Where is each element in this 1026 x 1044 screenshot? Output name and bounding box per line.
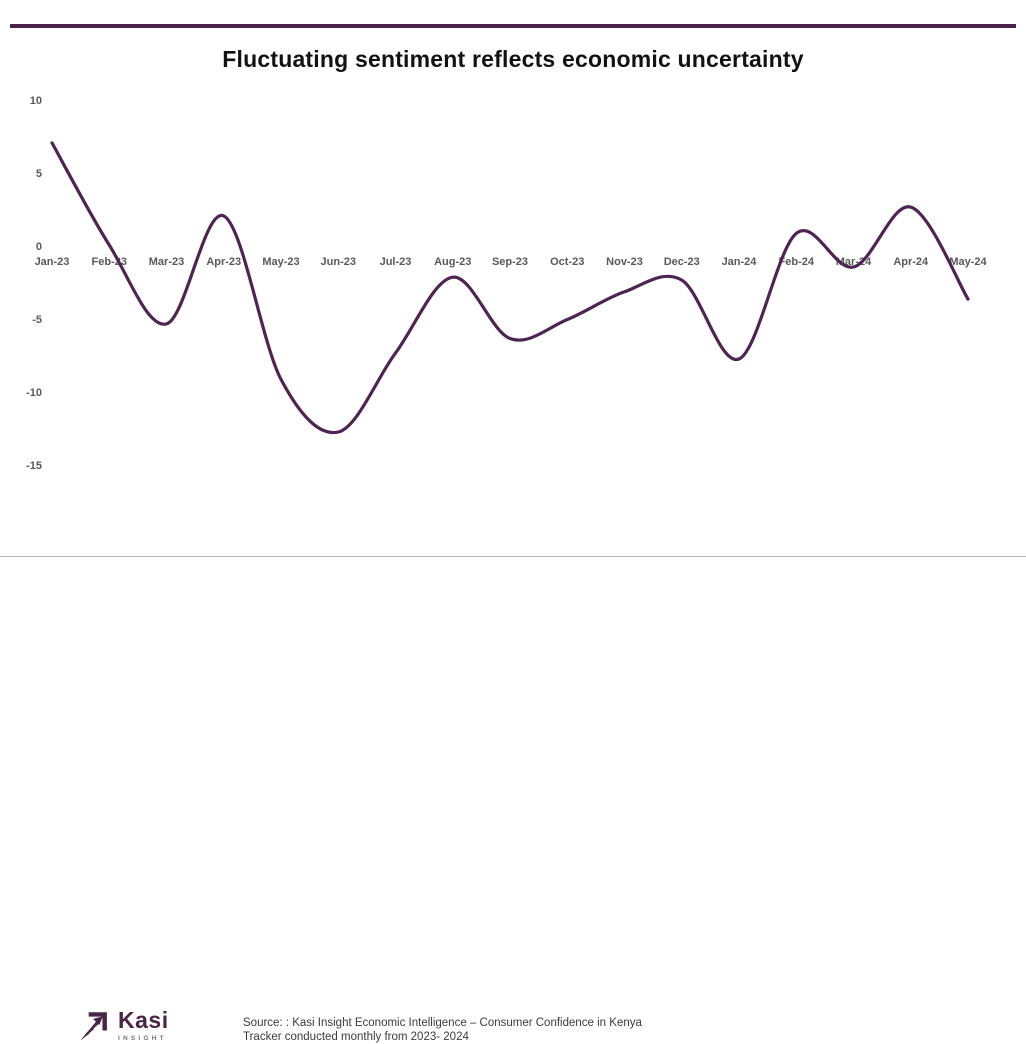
source-note-line1: Source: : Kasi Insight Economic Intellig… xyxy=(243,1017,642,1031)
x-axis-tick: Jan-23 xyxy=(23,256,81,268)
page-title: Fluctuating sentiment reflects economic … xyxy=(0,46,1026,73)
x-axis-tick: Apr-23 xyxy=(195,256,253,268)
x-axis-tick: Oct-23 xyxy=(538,256,596,268)
brand-text: Kasi INSIGHT xyxy=(118,1008,169,1042)
x-axis-tick: Feb-23 xyxy=(80,256,138,268)
y-axis-tick: 5 xyxy=(12,168,42,180)
x-axis-tick: Nov-23 xyxy=(596,256,654,268)
source-note: Source: : Kasi Insight Economic Intellig… xyxy=(243,1017,642,1044)
y-axis-tick: 0 xyxy=(12,241,42,253)
bottom-divider-rule xyxy=(0,556,1026,557)
top-divider-rule xyxy=(10,24,1016,28)
sentiment-line-path xyxy=(52,143,968,433)
x-axis-tick: Jul-23 xyxy=(367,256,425,268)
sentiment-line-svg xyxy=(0,90,1026,490)
x-axis-tick: Mar-24 xyxy=(825,256,883,268)
y-axis-tick: -15 xyxy=(12,460,42,472)
x-axis-tick: Dec-23 xyxy=(653,256,711,268)
kasi-logo-icon xyxy=(78,1008,110,1044)
y-axis-tick: -5 xyxy=(12,314,42,326)
x-axis-tick: Sep-23 xyxy=(481,256,539,268)
x-axis-tick: May-23 xyxy=(252,256,310,268)
y-axis-tick: -10 xyxy=(12,387,42,399)
x-axis-tick: Apr-24 xyxy=(882,256,940,268)
x-axis-tick: Jan-24 xyxy=(710,256,768,268)
x-axis-tick: Jun-23 xyxy=(309,256,367,268)
y-axis-tick: 10 xyxy=(12,95,42,107)
slide: Fluctuating sentiment reflects economic … xyxy=(0,0,1026,568)
kasi-logo: Kasi INSIGHT xyxy=(78,1008,169,1044)
brand-tagline: INSIGHT xyxy=(118,1035,169,1042)
x-axis-tick: May-24 xyxy=(939,256,997,268)
footer: Kasi INSIGHT Source: : Kasi Insight Econ… xyxy=(0,500,1026,556)
x-axis-tick: Mar-23 xyxy=(138,256,196,268)
x-axis-tick: Aug-23 xyxy=(424,256,482,268)
x-axis-tick: Feb-24 xyxy=(767,256,825,268)
source-note-line2: Tracker conducted monthly from 2023- 202… xyxy=(243,1031,642,1044)
brand-name: Kasi xyxy=(118,1008,169,1032)
